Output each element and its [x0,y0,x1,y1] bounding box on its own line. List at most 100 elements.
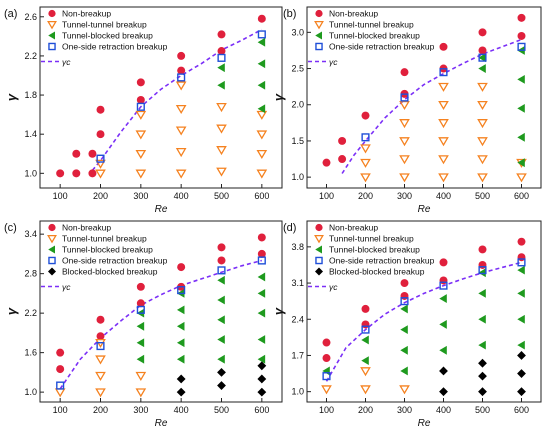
y-tick-label: 1.7 [291,350,304,360]
x-tick-label: 600 [514,405,529,415]
y-axis-label: γ [271,93,286,101]
point-non-breakup [217,47,226,56]
y-tick-label: 2.2 [24,308,37,318]
series-one-side-retraction [96,30,266,163]
point-one-side-retraction [439,68,448,77]
point-tunnel-blocked [217,335,225,344]
point-one-side-retraction [96,341,105,351]
point-tunnel-tunnel [95,355,106,365]
point-non-breakup [177,66,186,75]
legend-marker-one-side-retraction [48,256,56,265]
legend-label-gamma-c: γc [62,282,71,292]
point-tunnel-tunnel [477,137,488,147]
y-axis-label: γ [4,93,19,101]
x-tick-label: 400 [174,405,189,415]
point-tunnel-tunnel [175,147,187,158]
legend-marker-tunnel-blocked [315,245,322,254]
point-tunnel-blocked [400,366,408,376]
panel-c: (c) 100 200 300 400 500 600 1.0 1.6 2.2 2.8 3.4 Re γ N… [4,220,283,429]
legend-label: Tunnel-tunnel breakup [62,234,147,244]
y-tick-label: 1.0 [291,172,304,182]
point-non-breakup [136,78,145,87]
series-one-side-retraction [56,256,266,390]
point-one-side-retraction [361,325,370,334]
point-tunnel-blocked [517,265,525,275]
series-non-breakup [322,13,526,167]
point-non-breakup [88,169,97,178]
point-tunnel-tunnel [135,149,147,160]
point-non-breakup [322,354,331,363]
point-tunnel-tunnel [216,124,227,134]
point-tunnel-tunnel [216,146,227,156]
y-tick-label: 1.4 [24,129,37,139]
point-tunnel-blocked [361,335,369,345]
point-non-breakup [56,365,65,374]
point-one-side-retraction [517,258,526,267]
point-tunnel-tunnel [477,82,488,92]
point-non-breakup [257,14,266,23]
point-one-side-retraction [257,30,266,39]
series-blocked-blocked [439,351,526,397]
y-tick-label: 1.0 [24,168,37,178]
point-non-breakup [517,237,526,246]
point-non-breakup [136,299,145,308]
point-tunnel-tunnel [256,169,268,179]
point-tunnel-tunnel [256,130,268,140]
point-one-side-retraction [439,281,448,290]
point-non-breakup [517,31,526,40]
point-one-side-retraction [177,286,186,295]
point-tunnel-tunnel [438,100,449,111]
point-tunnel-tunnel [216,167,227,177]
point-tunnel-tunnel [95,169,106,179]
y-tick-label: 2.0 [291,100,304,110]
point-tunnel-blocked [257,37,266,47]
point-blocked-blocked [257,387,267,397]
point-tunnel-blocked [257,288,266,298]
y-tick-label: 1.0 [291,387,304,397]
point-one-side-retraction [177,73,186,82]
point-non-breakup [478,245,487,254]
point-tunnel-blocked [217,315,225,325]
y-axis-label: γ [4,307,19,315]
x-tick-label: 200 [93,405,108,415]
point-non-breakup [96,332,105,341]
panel-label: (b) [283,8,296,20]
point-tunnel-blocked [217,80,225,90]
point-tunnel-tunnel [175,169,187,179]
legend-label: One-side retraction breakup [62,256,168,266]
point-tunnel-blocked [136,338,145,348]
point-blocked-blocked [176,374,186,384]
x-axis-label: Re [418,418,431,429]
legend-marker-tunnel-blocked [315,31,322,40]
y-tick-label: 2.2 [24,51,37,61]
point-one-side-retraction [361,133,370,142]
point-tunnel-blocked [176,338,185,348]
point-non-breakup [177,51,186,60]
point-non-breakup [439,258,448,267]
point-tunnel-tunnel [95,159,106,169]
point-non-breakup [338,136,347,145]
point-non-breakup [72,149,81,158]
y-tick-label: 3.1 [291,278,304,288]
point-blocked-blocked [517,387,526,397]
point-one-side-retraction [217,53,226,62]
legend-marker-blocked-blocked [48,267,56,276]
series-non-breakup [56,233,266,374]
point-blocked-blocked [176,387,186,397]
legend-marker-non-breakup [48,9,56,18]
legend-label: Tunnel-blocked breakup [62,245,153,255]
point-tunnel-tunnel [438,155,449,165]
x-tick-label: 500 [475,191,490,201]
point-blocked-blocked [517,369,526,378]
x-tick-label: 600 [514,191,529,201]
x-axis-label: Re [155,418,168,429]
point-one-side-retraction [322,372,331,381]
point-tunnel-tunnel [135,371,147,381]
legend-label: Blocked-blocked breakup [329,267,425,277]
point-non-breakup [96,130,105,139]
point-blocked-blocked [257,361,267,371]
point-non-breakup [136,282,145,291]
point-tunnel-tunnel [477,155,488,165]
point-non-breakup [338,155,347,164]
